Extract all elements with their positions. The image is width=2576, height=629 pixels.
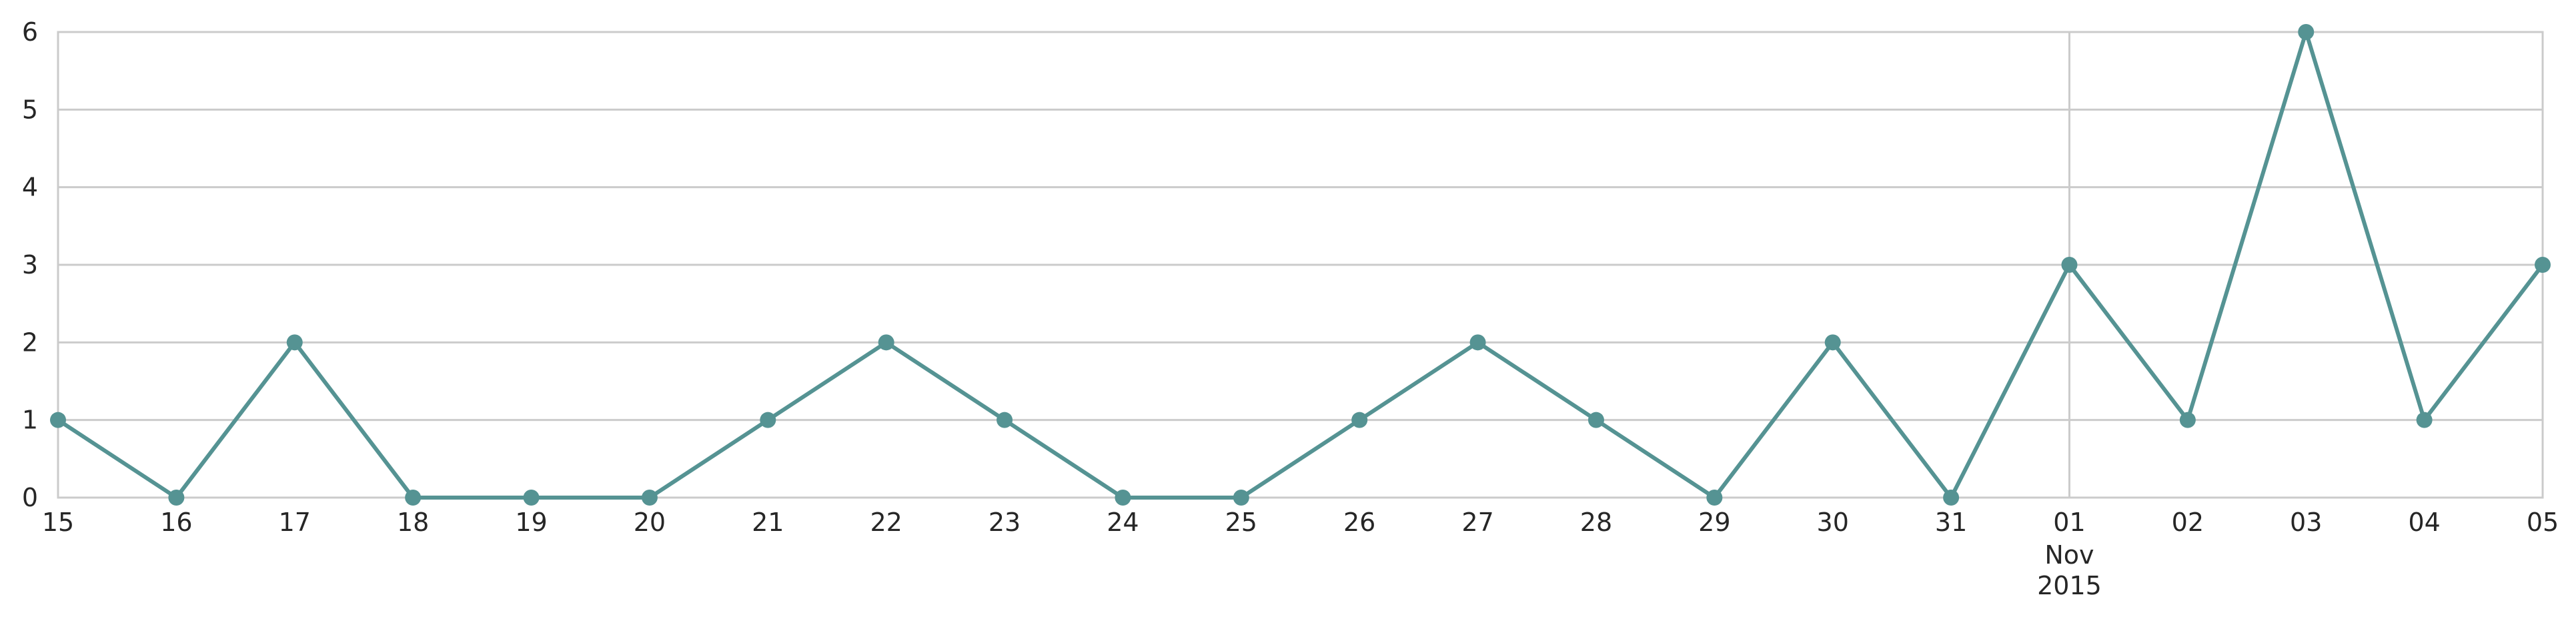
data-point xyxy=(2535,257,2551,273)
data-point xyxy=(760,412,776,428)
data-point xyxy=(286,334,303,351)
data-point xyxy=(2061,257,2078,273)
x-tick-label: 21 xyxy=(752,508,784,537)
data-point xyxy=(641,490,658,506)
data-point xyxy=(2416,412,2433,428)
y-tick-label: 3 xyxy=(22,250,38,279)
y-tick-label: 2 xyxy=(22,328,38,357)
data-point xyxy=(1943,490,1960,506)
data-point xyxy=(168,490,185,506)
data-point xyxy=(997,412,1013,428)
x-tick-label: 23 xyxy=(989,508,1021,537)
x-tick-label: 05 xyxy=(2527,508,2559,537)
x-tick-label: 15 xyxy=(42,508,74,537)
data-point xyxy=(878,334,894,351)
x-tick-label: 31 xyxy=(1935,508,1967,537)
x-tick-label: 27 xyxy=(1461,508,1493,537)
x-tick-label: 20 xyxy=(634,508,666,537)
series-layer xyxy=(50,24,2551,506)
y-tick-label: 5 xyxy=(22,95,38,124)
x-tick-label: 24 xyxy=(1107,508,1139,537)
data-point xyxy=(1233,490,1249,506)
x-year-label: 2015 xyxy=(2037,571,2102,600)
data-point xyxy=(2179,412,2196,428)
grid-layer xyxy=(57,31,2544,499)
x-month-label: Nov xyxy=(2044,540,2094,570)
x-tick-label: 02 xyxy=(2172,508,2204,537)
x-tick-label: 18 xyxy=(397,508,429,537)
x-tick-label: 04 xyxy=(2408,508,2440,537)
data-point xyxy=(1469,334,1486,351)
x-tick-label: 28 xyxy=(1580,508,1612,537)
data-point xyxy=(1587,412,1604,428)
x-tick-label: 16 xyxy=(160,508,192,537)
x-tick-label: 22 xyxy=(870,508,902,537)
x-tick-label: 26 xyxy=(1343,508,1375,537)
x-tick-label: 19 xyxy=(515,508,547,537)
data-point xyxy=(1706,490,1723,506)
data-point xyxy=(1115,490,1131,506)
x-tick-label: 01 xyxy=(2053,508,2085,537)
data-point xyxy=(50,412,66,428)
data-point xyxy=(405,490,422,506)
data-point xyxy=(1351,412,1368,428)
y-tick-label: 0 xyxy=(22,483,38,512)
y-tick-label: 6 xyxy=(22,17,38,47)
x-tick-label: 30 xyxy=(1817,508,1849,537)
x-tick-label: 29 xyxy=(1698,508,1730,537)
data-point xyxy=(1824,334,1841,351)
data-point xyxy=(523,490,540,506)
x-tick-label: 25 xyxy=(1225,508,1257,537)
data-point xyxy=(2298,24,2315,40)
x-tick-label: 03 xyxy=(2290,508,2322,537)
x-tick-label: 17 xyxy=(279,508,311,537)
y-tick-label: 4 xyxy=(22,173,38,202)
y-tick-label: 1 xyxy=(22,406,38,435)
series-line xyxy=(56,30,2545,500)
